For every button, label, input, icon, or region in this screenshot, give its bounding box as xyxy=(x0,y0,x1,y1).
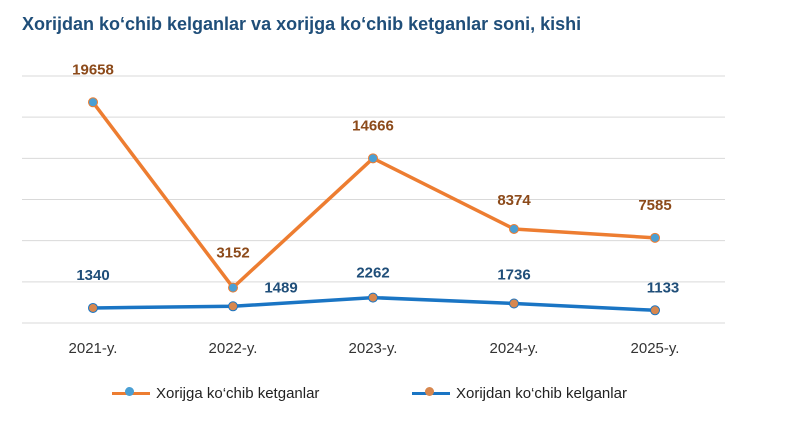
legend: Xorijga ko‘chib ketganlar Xorijdan ko‘ch… xyxy=(0,380,792,406)
data-point xyxy=(228,282,238,293)
data-label: 19658 xyxy=(72,61,114,78)
chart-title: Xorijdan ko‘chib kelganlar va xorijga ko… xyxy=(22,14,582,34)
legend-swatch-emigrants xyxy=(112,386,150,396)
x-tick-label: 2025-y. xyxy=(631,340,680,357)
data-label: 3152 xyxy=(216,245,249,262)
x-tick-label: 2023-y. xyxy=(349,340,398,357)
data-label: 1489 xyxy=(264,279,297,296)
legend-item-emigrants: Xorijga ko‘chib ketganlar xyxy=(112,380,319,406)
legend-label-emigrants: Xorijga ko‘chib ketganlar xyxy=(156,384,320,402)
x-tick-label: 2021-y. xyxy=(69,340,118,357)
data-label: 7585 xyxy=(638,197,671,214)
data-point xyxy=(509,223,519,234)
data-label: 1133 xyxy=(647,279,680,296)
x-tick-label: 2022-y. xyxy=(209,340,258,357)
legend-item-immigrants: Xorijdan ko‘chib kelganlar xyxy=(412,380,627,406)
data-label: 2262 xyxy=(356,265,389,282)
data-label: 1340 xyxy=(76,267,109,284)
data-point xyxy=(88,97,98,108)
data-label: 1736 xyxy=(497,267,530,284)
x-tick-label: 2024-y. xyxy=(490,340,539,357)
data-point xyxy=(650,232,660,243)
data-point xyxy=(368,153,378,164)
data-point xyxy=(650,305,660,316)
data-label: 14666 xyxy=(352,117,394,134)
data-label: 8374 xyxy=(497,192,531,209)
data-point xyxy=(228,301,238,312)
data-point xyxy=(88,302,98,313)
data-point xyxy=(509,298,519,309)
legend-label-immigrants: Xorijdan ko‘chib kelganlar xyxy=(456,384,627,402)
legend-swatch-immigrants xyxy=(412,386,450,396)
data-point xyxy=(368,292,378,303)
